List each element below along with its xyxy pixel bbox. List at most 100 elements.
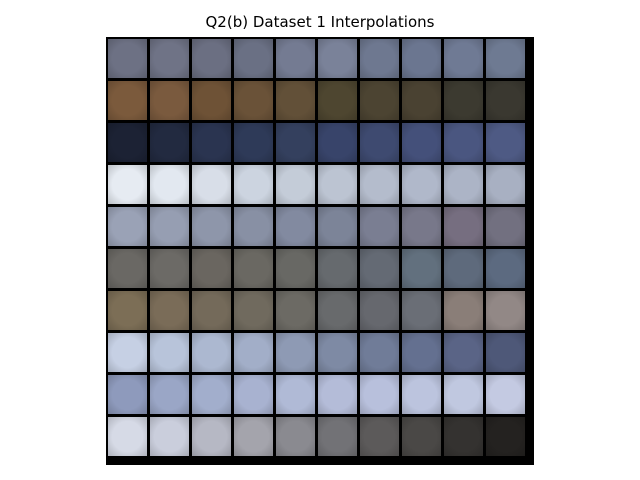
digit-glyph: [444, 165, 483, 204]
grid-cell-r9-c0: [108, 417, 147, 456]
digit-glyph: [486, 249, 525, 288]
grid-cell-r3-c8: [444, 165, 483, 204]
grid-cell-r8-c4: [276, 375, 315, 414]
grid-cell-r0-c1: [150, 39, 189, 78]
digit-glyph: [192, 123, 231, 162]
grid-cell-r3-c5: [318, 165, 357, 204]
grid-cell-r9-c5: [318, 417, 357, 456]
grid-cell-r3-c9: [486, 165, 525, 204]
grid-cell-r6-c5: [318, 291, 357, 330]
grid-cell-r6-c3: [234, 291, 273, 330]
grid-cell-r2-c6: [360, 123, 399, 162]
grid-cell-r7-c2: [192, 333, 231, 372]
digit-glyph: [360, 417, 399, 456]
digit-glyph: [486, 165, 525, 204]
digit-glyph: [444, 417, 483, 456]
grid-cell-r1-c1: [150, 81, 189, 120]
grid-cell-r7-c9: [486, 333, 525, 372]
digit-glyph: [318, 375, 357, 414]
grid-cell-r7-c6: [360, 333, 399, 372]
digit-glyph: [276, 333, 315, 372]
grid-cell-r5-c0: [108, 249, 147, 288]
interpolation-image-grid: [106, 37, 534, 465]
grid-cell-r8-c0: [108, 375, 147, 414]
digit-glyph: [402, 39, 441, 78]
digit-glyph: [234, 417, 273, 456]
grid-cell-r0-c5: [318, 39, 357, 78]
digit-glyph: [276, 375, 315, 414]
digit-glyph: [360, 207, 399, 246]
digit-glyph: [234, 123, 273, 162]
digit-glyph: [276, 123, 315, 162]
digit-glyph: [402, 123, 441, 162]
grid-cell-r2-c8: [444, 123, 483, 162]
grid-cell-r6-c2: [192, 291, 231, 330]
grid-cell-r9-c6: [360, 417, 399, 456]
digit-glyph: [360, 333, 399, 372]
grid-cell-r3-c2: [192, 165, 231, 204]
grid-cell-r1-c6: [360, 81, 399, 120]
grid-cell-r1-c7: [402, 81, 441, 120]
grid-cell-r8-c1: [150, 375, 189, 414]
digit-glyph: [234, 165, 273, 204]
grid-cell-r5-c6: [360, 249, 399, 288]
grid-cell-r6-c7: [402, 291, 441, 330]
digit-glyph: [318, 39, 357, 78]
digit-glyph: [108, 417, 147, 456]
digit-glyph: [150, 81, 189, 120]
grid-cell-r7-c0: [108, 333, 147, 372]
digit-glyph: [276, 81, 315, 120]
digit-glyph: [486, 417, 525, 456]
digit-glyph: [108, 333, 147, 372]
digit-glyph: [276, 207, 315, 246]
digit-glyph: [318, 291, 357, 330]
grid-cell-r9-c7: [402, 417, 441, 456]
grid-cell-r6-c4: [276, 291, 315, 330]
digit-glyph: [150, 249, 189, 288]
grid-cell-r8-c2: [192, 375, 231, 414]
grid-cell-r3-c4: [276, 165, 315, 204]
grid-cell-r1-c0: [108, 81, 147, 120]
digit-glyph: [360, 249, 399, 288]
grid-cell-r9-c3: [234, 417, 273, 456]
digit-glyph: [108, 165, 147, 204]
grid-cell-r2-c1: [150, 123, 189, 162]
grid-cell-r2-c9: [486, 123, 525, 162]
grid-cell-r7-c8: [444, 333, 483, 372]
digit-glyph: [150, 123, 189, 162]
grid-cell-r4-c3: [234, 207, 273, 246]
digit-glyph: [402, 249, 441, 288]
digit-glyph: [360, 123, 399, 162]
grid-cell-r3-c1: [150, 165, 189, 204]
digit-glyph: [150, 291, 189, 330]
digit-glyph: [318, 207, 357, 246]
digit-glyph: [276, 291, 315, 330]
grid-cell-r1-c9: [486, 81, 525, 120]
grid-cell-r4-c5: [318, 207, 357, 246]
digit-glyph: [360, 39, 399, 78]
grid-cell-r6-c1: [150, 291, 189, 330]
digit-glyph: [234, 249, 273, 288]
grid-cell-r0-c0: [108, 39, 147, 78]
digit-glyph: [276, 39, 315, 78]
digit-glyph: [318, 165, 357, 204]
digit-glyph: [444, 123, 483, 162]
grid-cell-r9-c1: [150, 417, 189, 456]
digit-glyph: [150, 165, 189, 204]
digit-glyph: [150, 417, 189, 456]
digit-glyph: [444, 39, 483, 78]
digit-glyph: [486, 39, 525, 78]
grid-cell-r5-c2: [192, 249, 231, 288]
grid-cell-r0-c4: [276, 39, 315, 78]
grid-cell-r8-c6: [360, 375, 399, 414]
digit-glyph: [192, 39, 231, 78]
digit-glyph: [108, 291, 147, 330]
grid-cell-r6-c9: [486, 291, 525, 330]
digit-glyph: [318, 81, 357, 120]
digit-glyph: [192, 81, 231, 120]
grid-cell-r0-c2: [192, 39, 231, 78]
grid-cell-r7-c4: [276, 333, 315, 372]
digit-glyph: [150, 39, 189, 78]
grid-cell-r1-c8: [444, 81, 483, 120]
grid-cell-r4-c0: [108, 207, 147, 246]
